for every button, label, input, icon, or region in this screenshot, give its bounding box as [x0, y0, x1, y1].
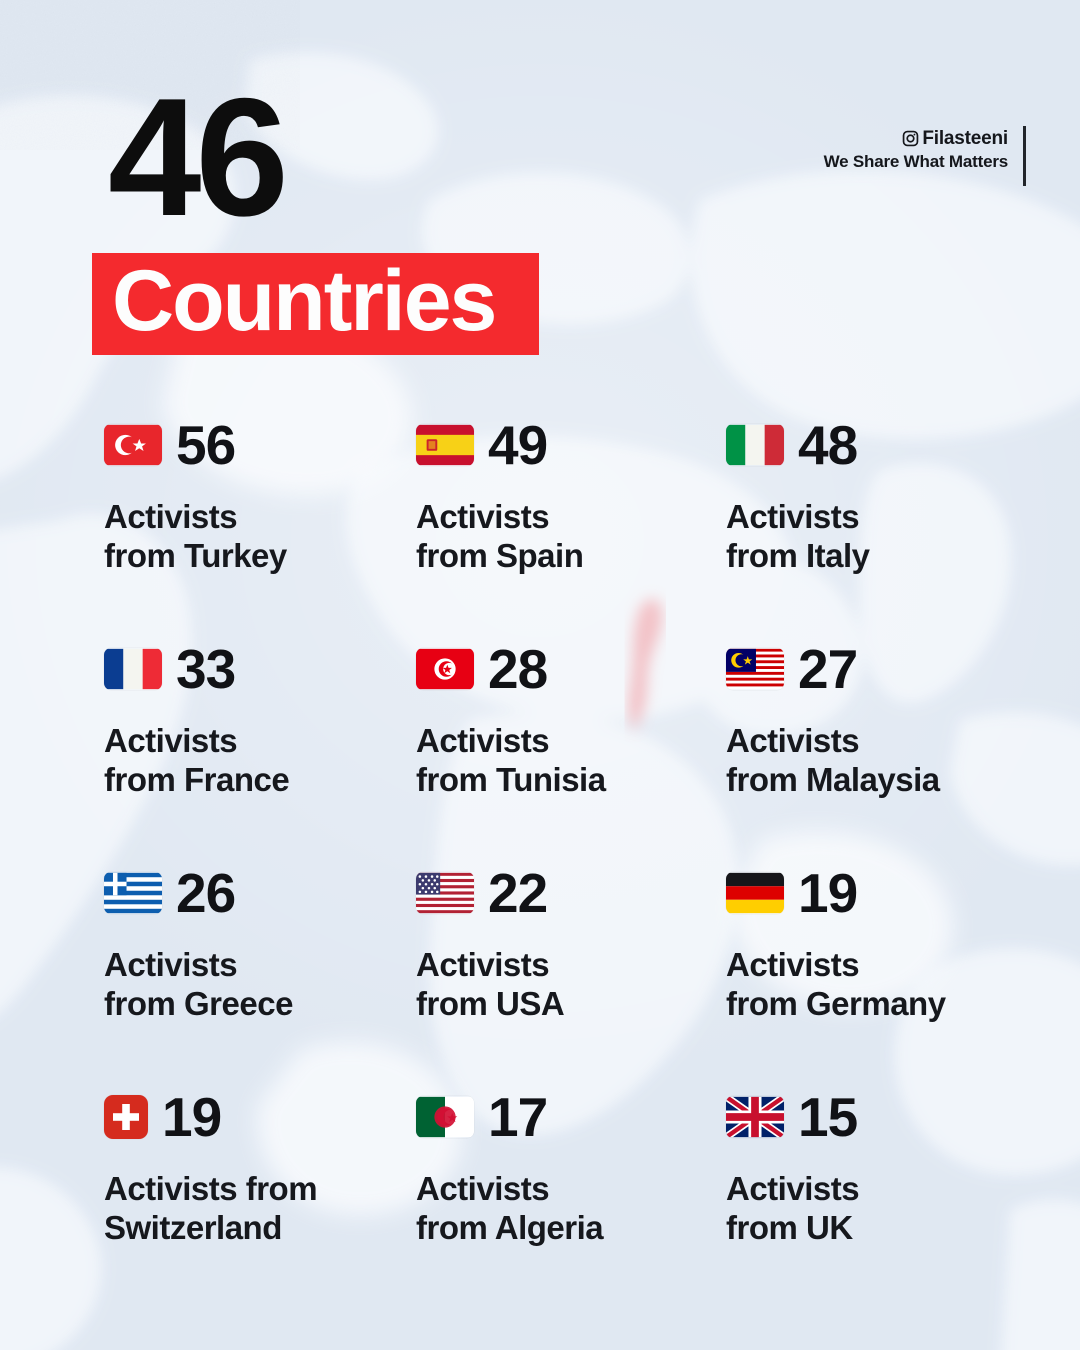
flag-france-icon [104, 648, 162, 690]
watermark-handle-row: Filasteeni [824, 128, 1008, 150]
country-activist-count: 27 [798, 637, 858, 700]
country-activist-label: Activists from France [104, 722, 290, 798]
country-stat-cell: 15 Activists from UK [726, 1086, 1004, 1310]
country-stat-cell: 22 Activists from USA [416, 862, 726, 1086]
country-stat-header: 26 [104, 862, 416, 924]
flag-uk-icon [726, 1096, 784, 1138]
country-stat-cell: 33 Activists from France [104, 638, 416, 862]
country-activist-count: 19 [798, 861, 858, 924]
country-activist-count: 26 [176, 861, 236, 924]
watermark-handle-text: Filasteeni [922, 128, 1008, 149]
instagram-icon [902, 130, 919, 147]
country-activist-count: 33 [176, 637, 236, 700]
country-stat-header: 56 [104, 414, 416, 476]
country-activist-label: Activists from Switzerland [104, 1170, 318, 1246]
country-activist-label: Activists from Greece [104, 946, 293, 1022]
country-activist-count: 17 [488, 1085, 548, 1148]
country-activist-label: Activists from Malaysia [726, 722, 940, 798]
country-stat-header: 19 [104, 1086, 416, 1148]
country-stat-cell: 19 Activists from Switzerland [104, 1086, 416, 1310]
country-stat-cell: 19 Activists from Germany [726, 862, 1004, 1086]
country-activist-label: Activists from Algeria [416, 1170, 604, 1246]
country-stat-header: 22 [416, 862, 726, 924]
flag-usa-icon [416, 872, 474, 914]
banner-label: Countries [112, 253, 497, 349]
watermark-divider [1023, 126, 1026, 186]
flag-spain-icon [416, 424, 474, 466]
palestine-highlight-shape [628, 598, 663, 732]
noise-texture [0, 0, 300, 150]
country-activist-label: Activists from UK [726, 1170, 860, 1246]
country-stat-header: 15 [726, 1086, 1004, 1148]
country-stat-cell: 26 Activists from Greece [104, 862, 416, 1086]
country-stat-header: 27 [726, 638, 1004, 700]
country-activist-count: 15 [798, 1085, 858, 1148]
country-stat-header: 49 [416, 414, 726, 476]
flag-switzerland-icon [104, 1095, 148, 1139]
country-activist-count: 22 [488, 861, 548, 924]
country-activist-label: Activists from Spain [416, 498, 584, 574]
flag-greece-icon [104, 872, 162, 914]
country-stat-cell: 27 Activists from Malaysia [726, 638, 1004, 862]
country-activist-count: 48 [798, 413, 858, 476]
watermark-tagline: We Share What Matters [823, 151, 1009, 171]
country-stat-cell: 56 Activists from Turkey [104, 414, 416, 638]
country-stat-cell: 28 Activists from Tunisia [416, 638, 726, 862]
country-stat-header: 33 [104, 638, 416, 700]
country-stat-header: 28 [416, 638, 726, 700]
country-stat-header: 17 [416, 1086, 726, 1148]
flag-italy-icon [726, 424, 784, 466]
country-stat-cell: 49 Activists from Spain [416, 414, 726, 638]
country-stat-cell: 48 Activists from Italy [726, 414, 1004, 638]
flag-germany-icon [726, 872, 784, 914]
country-stat-cell: 17 Activists from Algeria [416, 1086, 726, 1310]
country-stats-grid: 56 Activists from Turkey 49 Activists from … [104, 414, 1004, 1310]
country-activist-label: Activists from USA [416, 946, 565, 1022]
flag-turkey-icon [104, 424, 162, 466]
flag-tunisia-icon [416, 648, 474, 690]
country-activist-count: 28 [488, 637, 548, 700]
country-stat-header: 19 [726, 862, 1004, 924]
flag-malaysia-icon [726, 648, 784, 690]
countries-banner: Countries [92, 253, 539, 355]
country-activist-label: Activists from Italy [726, 498, 870, 574]
headline-count: 46 [108, 63, 289, 251]
flag-algeria-icon [416, 1096, 474, 1138]
country-activist-label: Activists from Tunisia [416, 722, 606, 798]
country-stat-header: 48 [726, 414, 1004, 476]
watermark: Filasteeni We Share What Matters [823, 128, 1009, 172]
country-activist-label: Activists from Germany [726, 946, 946, 1022]
country-activist-count: 49 [488, 413, 548, 476]
country-activist-count: 19 [162, 1085, 222, 1148]
country-activist-label: Activists from Turkey [104, 498, 287, 574]
country-activist-count: 56 [176, 413, 236, 476]
